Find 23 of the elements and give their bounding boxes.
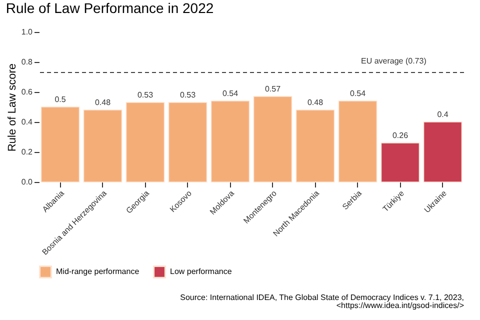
y-axis-title: Rule of Law score: [6, 63, 18, 152]
legend-label: Low performance: [170, 266, 232, 276]
data-label: 0.4: [437, 110, 449, 119]
data-label: 0.5: [54, 95, 66, 104]
y-tick-label: 1.0: [21, 28, 34, 36]
ref-line-label: EU average (0.73): [361, 56, 427, 66]
data-label: 0.53: [180, 90, 196, 100]
data-label: 0.54: [222, 89, 239, 98]
chart-title: Rule of Law Performance in 2022: [6, 0, 214, 16]
y-tick-label: 0.4: [21, 118, 34, 126]
data-label: 0.54: [350, 89, 366, 98]
data-label: 0.48: [307, 98, 324, 107]
source-note: Source: International IDEA, The Global State of Democracy Indices v. 7.1, 2023,: [180, 293, 464, 302]
text: <https://www.idea.int/gsod-indices/>: [336, 301, 464, 310]
data-label: 0.26: [392, 131, 409, 140]
data-label: 0.57: [264, 84, 282, 94]
y-tick-label: 0.0: [21, 178, 34, 186]
data-label: 0.48: [94, 98, 112, 107]
data-label: 0.53: [137, 90, 154, 100]
legend-label: Mid-range performance: [56, 266, 140, 276]
y-tick-label: 0.8: [21, 58, 34, 66]
y-tick-label: 0.2: [21, 148, 34, 156]
y-tick-label: 0.6: [21, 88, 34, 96]
